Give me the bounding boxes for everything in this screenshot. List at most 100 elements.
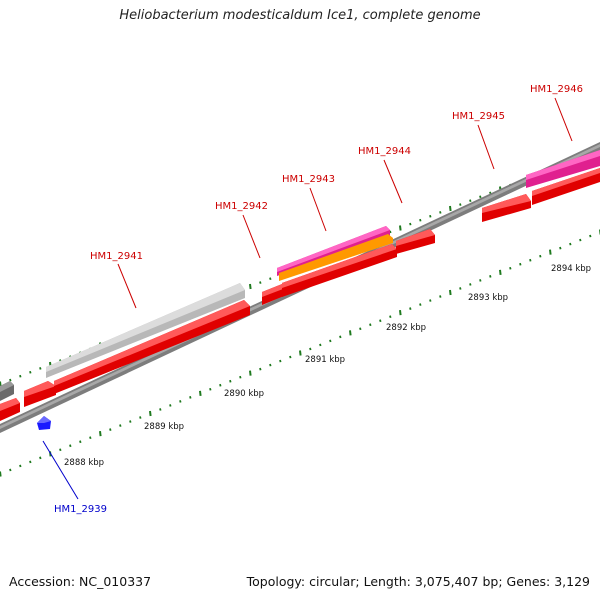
inner-tick bbox=[569, 242, 572, 246]
inner-tick bbox=[99, 431, 102, 437]
inner-tick bbox=[279, 359, 282, 363]
outer-tick bbox=[429, 214, 432, 218]
inner-tick bbox=[0, 471, 2, 477]
inner-tick bbox=[179, 400, 182, 403]
inner-tick bbox=[9, 468, 12, 472]
inner-tick bbox=[69, 444, 72, 448]
inner-tick bbox=[139, 416, 142, 419]
inner-tick bbox=[259, 367, 262, 371]
inner-tick bbox=[439, 295, 442, 298]
inner-tick bbox=[289, 355, 292, 359]
feature-hm1-2943-orange[interactable] bbox=[279, 234, 393, 281]
inner-tick bbox=[229, 379, 232, 383]
inner-tick bbox=[149, 410, 152, 417]
gene-labels: HM1_2939 HM1_2941 HM1_2942 HM1_2943 HM1_… bbox=[54, 84, 583, 515]
inner-tick bbox=[59, 448, 62, 452]
inner-tick bbox=[379, 319, 382, 323]
scale-label-2889: 2889 kbp bbox=[144, 422, 184, 432]
inner-tick bbox=[269, 363, 272, 367]
inner-tick bbox=[339, 335, 342, 339]
outer-tick bbox=[469, 199, 472, 203]
inner-tick bbox=[39, 456, 42, 460]
accession-text: Accession: NC_010337 bbox=[9, 574, 152, 589]
inner-tick bbox=[169, 404, 172, 407]
outer-tick bbox=[0, 381, 2, 387]
inner-tick-ring bbox=[0, 229, 600, 477]
scale-label-2892: 2892 kbp bbox=[386, 323, 426, 333]
scale-label-2891: 2891 kbp bbox=[305, 355, 345, 365]
inner-tick bbox=[219, 383, 222, 387]
inner-tick bbox=[359, 327, 362, 331]
page-title: Heliobacterium modesticaldum Ice1, compl… bbox=[119, 8, 481, 23]
inner-tick bbox=[329, 339, 332, 343]
inner-tick bbox=[319, 343, 322, 347]
inner-tick bbox=[459, 287, 462, 290]
inner-tick bbox=[589, 234, 592, 238]
inner-tick bbox=[409, 307, 412, 310]
inner-tick bbox=[479, 279, 482, 282]
inner-tick bbox=[29, 460, 32, 464]
gene-label-hm1-2945[interactable]: HM1_2945 bbox=[452, 111, 505, 122]
inner-tick bbox=[309, 347, 312, 351]
inner-tick bbox=[79, 440, 82, 444]
scale-label-2893: 2893 kbp bbox=[468, 293, 508, 303]
inner-tick bbox=[579, 238, 582, 242]
outer-tick bbox=[389, 230, 392, 234]
gene-label-hm1-2941[interactable]: HM1_2941 bbox=[90, 251, 143, 262]
scale-label-2894: 2894 kbp bbox=[551, 264, 591, 274]
gene-label-hm1-2942[interactable]: HM1_2942 bbox=[215, 201, 268, 212]
feature-track bbox=[0, 150, 600, 430]
outer-tick bbox=[249, 283, 252, 290]
outer-tick bbox=[399, 225, 402, 231]
inner-tick bbox=[519, 262, 522, 266]
inner-tick bbox=[539, 254, 542, 258]
gene-label-hm1-2944[interactable]: HM1_2944 bbox=[358, 146, 411, 157]
gene-label-hm1-2939[interactable]: HM1_2939 bbox=[54, 504, 107, 515]
outer-tick bbox=[259, 281, 262, 284]
inner-tick bbox=[249, 370, 252, 376]
inner-tick bbox=[199, 390, 202, 396]
scale-label-2888: 2888 kbp bbox=[64, 458, 104, 468]
outer-tick bbox=[29, 370, 32, 374]
inner-tick bbox=[239, 375, 242, 379]
outer-tick bbox=[459, 203, 462, 206]
inner-tick bbox=[209, 387, 212, 391]
scale-labels: 2888 kbp 2889 kbp 2890 kbp 2891 kbp 2892… bbox=[64, 264, 591, 468]
inner-tick bbox=[369, 323, 372, 327]
inner-tick bbox=[499, 269, 502, 275]
inner-tick bbox=[549, 249, 552, 255]
inner-tick bbox=[509, 266, 512, 270]
inner-tick bbox=[89, 436, 92, 440]
outer-tick bbox=[39, 367, 42, 370]
inner-tick bbox=[19, 464, 22, 468]
outer-tick bbox=[9, 378, 12, 382]
inner-tick bbox=[529, 258, 532, 262]
inner-tick bbox=[429, 299, 432, 302]
gene-label-hm1-2946[interactable]: HM1_2946 bbox=[530, 84, 583, 95]
outer-tick bbox=[19, 374, 22, 378]
inner-tick bbox=[159, 408, 162, 411]
inner-tick bbox=[559, 246, 562, 250]
outer-tick bbox=[409, 222, 412, 226]
outer-tick bbox=[269, 277, 272, 281]
inner-tick bbox=[399, 310, 402, 316]
inner-tick bbox=[419, 303, 422, 306]
inner-tick bbox=[469, 283, 472, 286]
inner-tick bbox=[389, 315, 392, 319]
inner-tick bbox=[119, 424, 122, 427]
inner-tick bbox=[109, 428, 112, 431]
outer-tick bbox=[419, 218, 422, 222]
outer-tick bbox=[439, 211, 442, 214]
gene-label-hm1-2943[interactable]: HM1_2943 bbox=[282, 174, 335, 185]
inner-tick bbox=[299, 350, 302, 356]
label-leaders bbox=[42, 97, 573, 500]
inner-tick bbox=[449, 289, 452, 296]
inner-tick bbox=[489, 275, 492, 278]
outer-tick bbox=[479, 195, 482, 199]
scale-label-2890: 2890 kbp bbox=[224, 389, 264, 399]
genome-summary-text: Topology: circular; Length: 3,075,407 bp… bbox=[246, 574, 590, 589]
inner-tick bbox=[129, 420, 132, 423]
inner-tick bbox=[189, 396, 192, 399]
